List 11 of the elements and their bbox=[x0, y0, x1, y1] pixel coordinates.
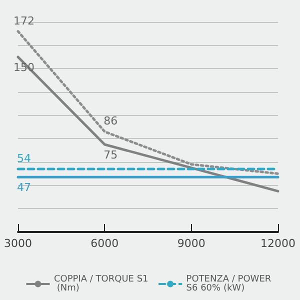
legend-label: COPPIA / TORQUE S1 (Nm) bbox=[54, 274, 148, 294]
data-label: 172 bbox=[14, 14, 34, 28]
data-label: 47 bbox=[17, 181, 31, 194]
x-tick-label: 6000 bbox=[90, 237, 119, 250]
x-tick-label: 3000 bbox=[4, 237, 32, 250]
data-label: 86 bbox=[104, 114, 118, 128]
x-tick-label: 9000 bbox=[177, 237, 206, 250]
data-label: 54 bbox=[17, 152, 31, 165]
data-label: 75 bbox=[104, 148, 118, 162]
x-tick-label: 12000 bbox=[260, 237, 296, 250]
legend-label: POTENZA / POWER S6 60% (kW) bbox=[186, 274, 274, 294]
